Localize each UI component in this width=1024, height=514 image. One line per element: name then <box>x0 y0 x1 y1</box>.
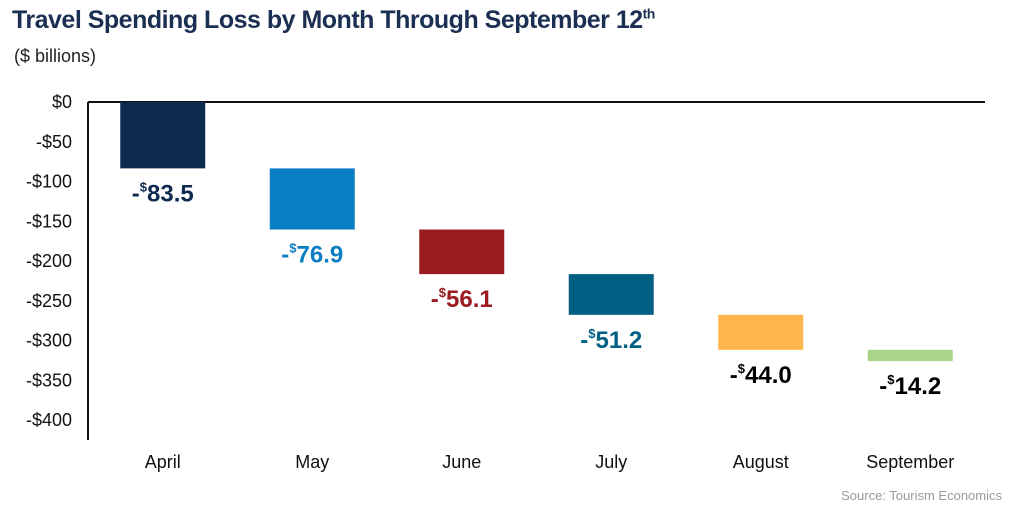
chart-subtitle: ($ billions) <box>14 46 97 66</box>
x-tick-label: May <box>295 452 329 472</box>
data-label-september: -$14.2 <box>879 372 941 400</box>
bar-june <box>419 229 505 275</box>
x-tick-label: April <box>145 452 181 472</box>
x-axis: April May June July August September <box>145 452 955 472</box>
data-label-april: -$83.5 <box>132 179 194 207</box>
bar-april <box>120 102 206 169</box>
y-tick-label: -$150 <box>26 211 72 231</box>
data-label-may: -$76.9 <box>281 241 343 269</box>
bar-july <box>568 274 654 315</box>
data-label-august: -$44.0 <box>730 361 792 389</box>
y-tick-label: -$50 <box>36 132 72 152</box>
x-tick-label: June <box>442 452 481 472</box>
bars <box>120 102 953 362</box>
x-tick-label: August <box>733 452 789 472</box>
x-tick-label: July <box>595 452 627 472</box>
y-tick-label: -$350 <box>26 370 72 390</box>
y-tick-label: -$250 <box>26 291 72 311</box>
data-label-june: -$56.1 <box>431 285 493 313</box>
y-axis: $0 -$50 -$100 -$150 -$200 -$250 -$300 -$350 -$40… <box>26 92 985 440</box>
data-labels: -$83.5 -$76.9 -$56.1 -$51.2 -$44.0 -$14.2 <box>132 179 941 400</box>
y-tick-label: -$400 <box>26 410 72 430</box>
source-note: Source: Tourism Economics <box>841 488 1002 503</box>
y-tick-label: -$200 <box>26 251 72 271</box>
bar-may <box>269 168 355 230</box>
y-tick-label: -$100 <box>26 172 72 192</box>
y-tick-label: $0 <box>52 92 72 112</box>
y-tick-label: -$300 <box>26 331 72 351</box>
data-label-july: -$51.2 <box>580 326 642 354</box>
bar-september <box>867 349 953 362</box>
bar-august <box>718 314 804 350</box>
x-tick-label: September <box>866 452 954 472</box>
chart-title: Travel Spending Loss by Month Through Se… <box>12 5 655 34</box>
